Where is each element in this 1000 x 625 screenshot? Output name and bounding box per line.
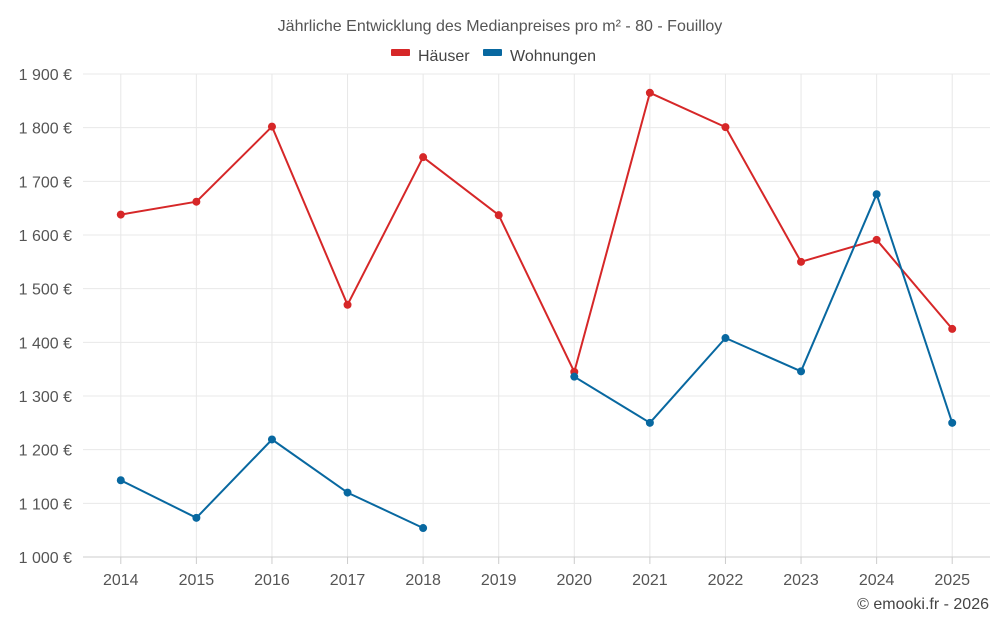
data-point-haeuser-2019[interactable] — [494, 211, 503, 220]
data-point-wohnungen-2016[interactable] — [267, 435, 276, 444]
data-point-haeuser-2025[interactable] — [948, 324, 957, 333]
legend-item-wohnungen[interactable]: Wohnungen — [483, 48, 596, 65]
x-tick-label: 2017 — [330, 572, 366, 589]
data-point-wohnungen-2017[interactable] — [343, 488, 352, 497]
credit-text: © emooki.fr - 2026 — [857, 596, 989, 613]
data-point-haeuser-2022[interactable] — [721, 123, 730, 132]
y-tick-label: 1 100 € — [19, 496, 72, 513]
legend-swatch-haeuser — [391, 49, 410, 56]
data-point-wohnungen-2018[interactable] — [419, 524, 428, 533]
series-line-haeuser — [120, 91, 953, 373]
x-tick-label: 2025 — [934, 572, 970, 589]
legend-label-wohnungen: Wohnungen — [510, 48, 596, 65]
data-point-haeuser-2021[interactable] — [645, 88, 654, 97]
y-tick-label: 1 000 € — [19, 550, 72, 567]
series-wohnungen — [116, 190, 957, 533]
data-point-haeuser-2024[interactable] — [872, 235, 881, 244]
y-tick-label: 1 500 € — [19, 282, 72, 299]
x-tick-label: 2024 — [859, 572, 895, 589]
data-point-wohnungen-2014[interactable] — [116, 476, 125, 485]
axes — [83, 556, 990, 564]
series — [116, 88, 957, 533]
y-axis-ticks: 1 000 € 1 100 € 1 200 € 1 300 € 1 400 € 1 500… — [19, 67, 72, 567]
chart-title: Jährliche Entwicklung des Medianpreises … — [278, 18, 723, 35]
data-point-haeuser-2015[interactable] — [192, 197, 201, 206]
legend: Häuser Wohnungen — [391, 48, 596, 65]
data-point-haeuser-2017[interactable] — [343, 300, 352, 309]
data-point-wohnungen-2021[interactable] — [645, 418, 654, 427]
data-point-wohnungen-2024[interactable] — [872, 190, 881, 199]
x-tick-label: 2015 — [179, 572, 215, 589]
data-point-haeuser-2023[interactable] — [797, 257, 806, 266]
y-tick-label: 1 200 € — [19, 443, 72, 460]
y-tick-label: 1 700 € — [19, 174, 72, 191]
legend-item-haeuser[interactable]: Häuser — [391, 48, 470, 65]
y-tick-label: 1 300 € — [19, 389, 72, 406]
x-axis-ticks: 2014 2015 2016 2017 2018 2019 2020 2021 2022 2023… — [103, 572, 970, 589]
y-tick-label: 1 600 € — [19, 228, 72, 245]
data-point-wohnungen-2020[interactable] — [570, 372, 579, 381]
series-line-wohnungen — [573, 193, 954, 424]
legend-label-haeuser: Häuser — [418, 48, 470, 65]
x-tick-label: 2014 — [103, 572, 139, 589]
data-point-wohnungen-2025[interactable] — [948, 418, 957, 427]
x-tick-label: 2021 — [632, 572, 668, 589]
y-tick-label: 1 900 € — [19, 67, 72, 84]
gridlines — [83, 73, 990, 557]
x-tick-label: 2023 — [783, 572, 819, 589]
data-point-wohnungen-2023[interactable] — [797, 367, 806, 376]
series-haeuser — [116, 88, 957, 376]
data-point-haeuser-2016[interactable] — [267, 122, 276, 131]
x-tick-label: 2019 — [481, 572, 517, 589]
data-point-wohnungen-2022[interactable] — [721, 334, 730, 343]
data-point-haeuser-2014[interactable] — [116, 210, 125, 219]
x-tick-label: 2022 — [708, 572, 744, 589]
x-tick-label: 2020 — [556, 572, 592, 589]
y-tick-label: 1 800 € — [19, 121, 72, 138]
legend-swatch-wohnungen — [483, 49, 502, 56]
data-point-haeuser-2018[interactable] — [419, 153, 428, 162]
x-tick-label: 2018 — [405, 572, 441, 589]
x-tick-label: 2016 — [254, 572, 290, 589]
data-point-wohnungen-2015[interactable] — [192, 513, 201, 522]
y-tick-label: 1 400 € — [19, 335, 72, 352]
